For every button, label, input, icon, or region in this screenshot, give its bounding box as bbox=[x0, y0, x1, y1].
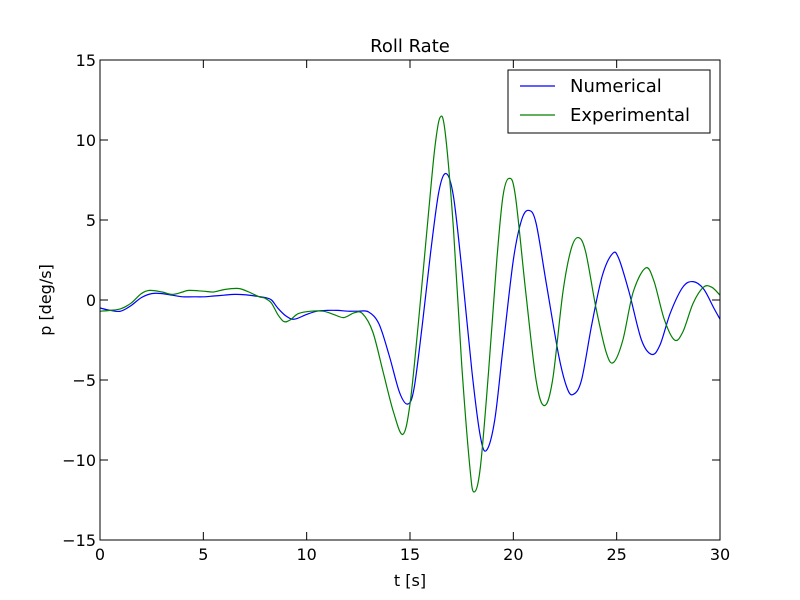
y-tick-label: 15 bbox=[76, 51, 96, 70]
x-tick-label: 20 bbox=[503, 545, 523, 564]
legend-box bbox=[507, 69, 711, 134]
series-line-experimental bbox=[100, 115, 720, 493]
x-tick-label: 15 bbox=[400, 545, 420, 564]
chart-title: Roll Rate bbox=[370, 36, 450, 57]
x-axis-label: t [s] bbox=[394, 571, 426, 590]
y-axis-label: p [deg/s] bbox=[36, 264, 55, 336]
legend-label-numerical: Numerical bbox=[570, 76, 662, 97]
ticks-layer: 0 5 10 15 20 25 30 −15 −10 −5 0 5 10 15 bbox=[62, 51, 730, 564]
y-tick-label: −5 bbox=[72, 371, 96, 390]
legend-label-experimental: Experimental bbox=[570, 105, 690, 126]
y-tick-label: 0 bbox=[86, 291, 96, 310]
series-line-numerical bbox=[100, 172, 720, 452]
y-tick-label: 10 bbox=[76, 131, 96, 150]
x-tick-label: 5 bbox=[198, 545, 208, 564]
x-tick-label: 10 bbox=[296, 545, 316, 564]
x-tick-label: 30 bbox=[710, 545, 730, 564]
series-layer bbox=[100, 115, 720, 493]
y-tick-label: −15 bbox=[62, 531, 96, 550]
y-tick-label: −10 bbox=[62, 451, 96, 470]
x-tick-label: 0 bbox=[95, 545, 105, 564]
y-tick-label: 5 bbox=[86, 211, 96, 230]
x-tick-label: 25 bbox=[606, 545, 626, 564]
legend: Numerical Experimental bbox=[507, 69, 711, 134]
